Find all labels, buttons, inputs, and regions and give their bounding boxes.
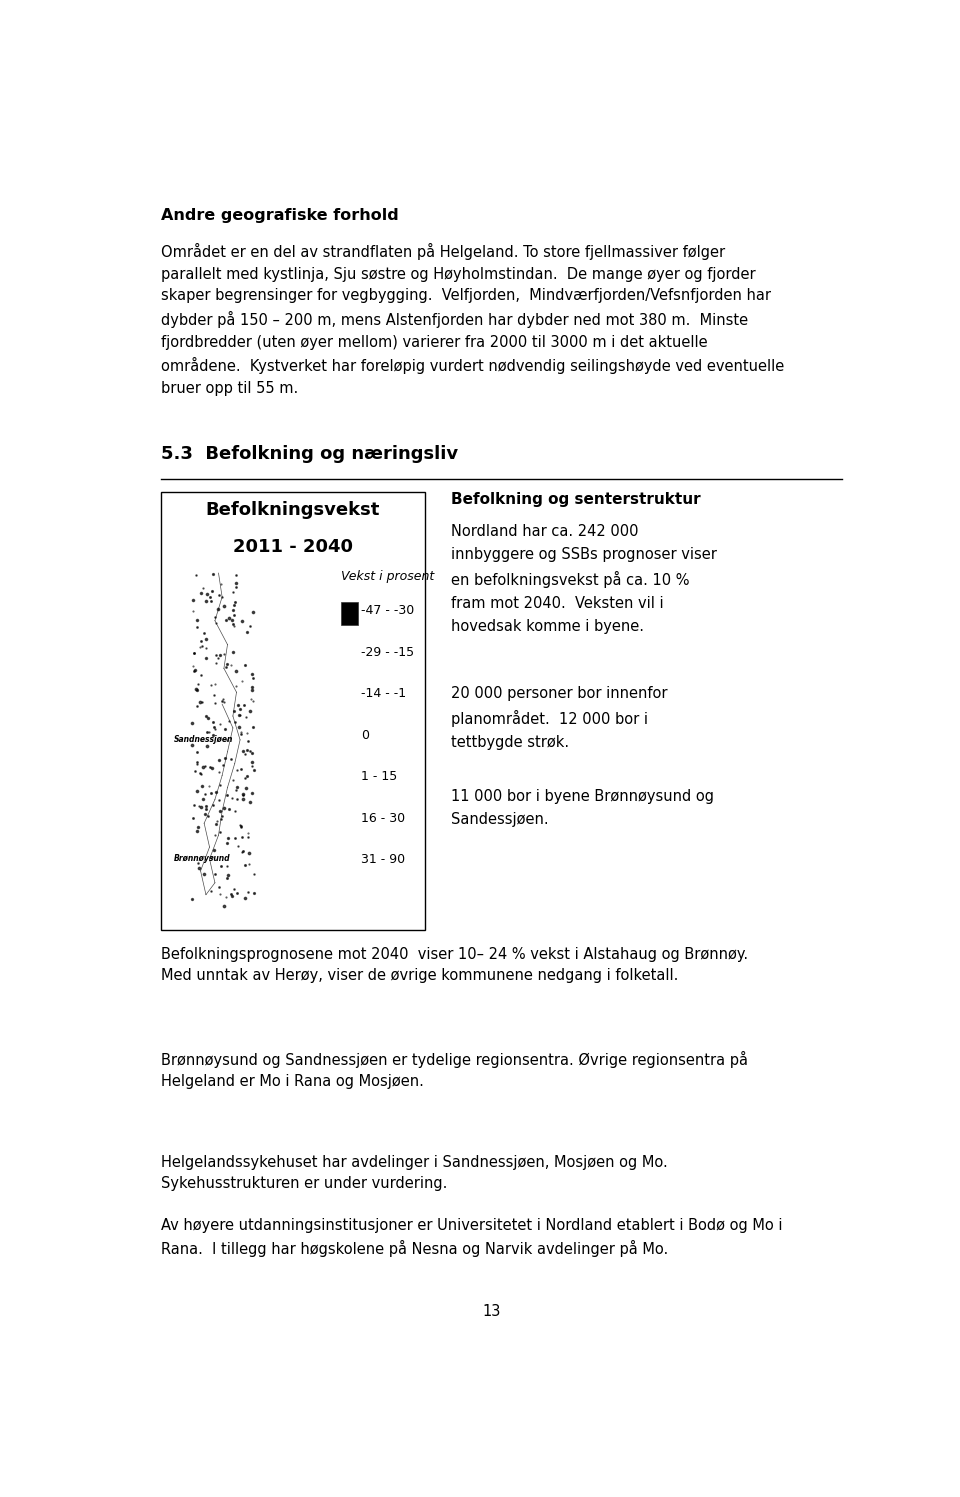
Text: -47 - -30: -47 - -30 [361,605,415,617]
Text: 11 000 bor i byene Brønnøysund og
Sandessjøen.: 11 000 bor i byene Brønnøysund og Sandes… [451,789,714,828]
Text: 16 - 30: 16 - 30 [361,811,405,825]
Text: 20 000 personer bor innenfor
planområdet.  12 000 bor i
tettbygde strøk.: 20 000 personer bor innenfor planområdet… [451,686,667,750]
Text: Befolkningsprognosene mot 2040  viser 10– 24 % vekst i Alstahaug og Brønnøy.
Med: Befolkningsprognosene mot 2040 viser 10–… [161,948,748,984]
Text: 0: 0 [361,729,370,741]
Text: Området er en del av strandflaten på Helgeland. To store fjellmassiver følger
pa: Området er en del av strandflaten på Hel… [161,243,784,395]
FancyBboxPatch shape [341,602,358,624]
Text: Av høyere utdanningsinstitusjoner er Universitetet i Nordland etablert i Bodø og: Av høyere utdanningsinstitusjoner er Uni… [161,1219,782,1257]
Text: -14 - -1: -14 - -1 [361,687,406,701]
FancyBboxPatch shape [161,493,425,930]
Text: 2011 - 2040: 2011 - 2040 [233,537,353,555]
Text: -29 - -15: -29 - -15 [361,645,415,659]
Text: 13: 13 [483,1304,501,1319]
Text: Brønnøysund og Sandnessjøen er tydelige regionsentra. Øvrige regionsentra på
Hel: Brønnøysund og Sandnessjøen er tydelige … [161,1051,748,1090]
Text: Andre geografiske forhold: Andre geografiske forhold [161,208,398,223]
Text: Helgelandssykehuset har avdelinger i Sandnessjøen, Mosjøen og Mo.
Sykehusstruktu: Helgelandssykehuset har avdelinger i San… [161,1154,667,1190]
Text: Nordland har ca. 242 000
innbyggere og SSBs prognoser viser
en befolkningsvekst : Nordland har ca. 242 000 innbyggere og S… [451,524,717,633]
Text: 5.3  Befolkning og næringsliv: 5.3 Befolkning og næringsliv [161,445,458,463]
Text: 31 - 90: 31 - 90 [361,853,405,867]
Text: Vekst i prosent: Vekst i prosent [341,570,434,584]
Text: Befolkning og senterstruktur: Befolkning og senterstruktur [451,493,701,507]
Text: 1 - 15: 1 - 15 [361,771,397,783]
Text: Befolkningsvekst: Befolkningsvekst [205,501,380,519]
